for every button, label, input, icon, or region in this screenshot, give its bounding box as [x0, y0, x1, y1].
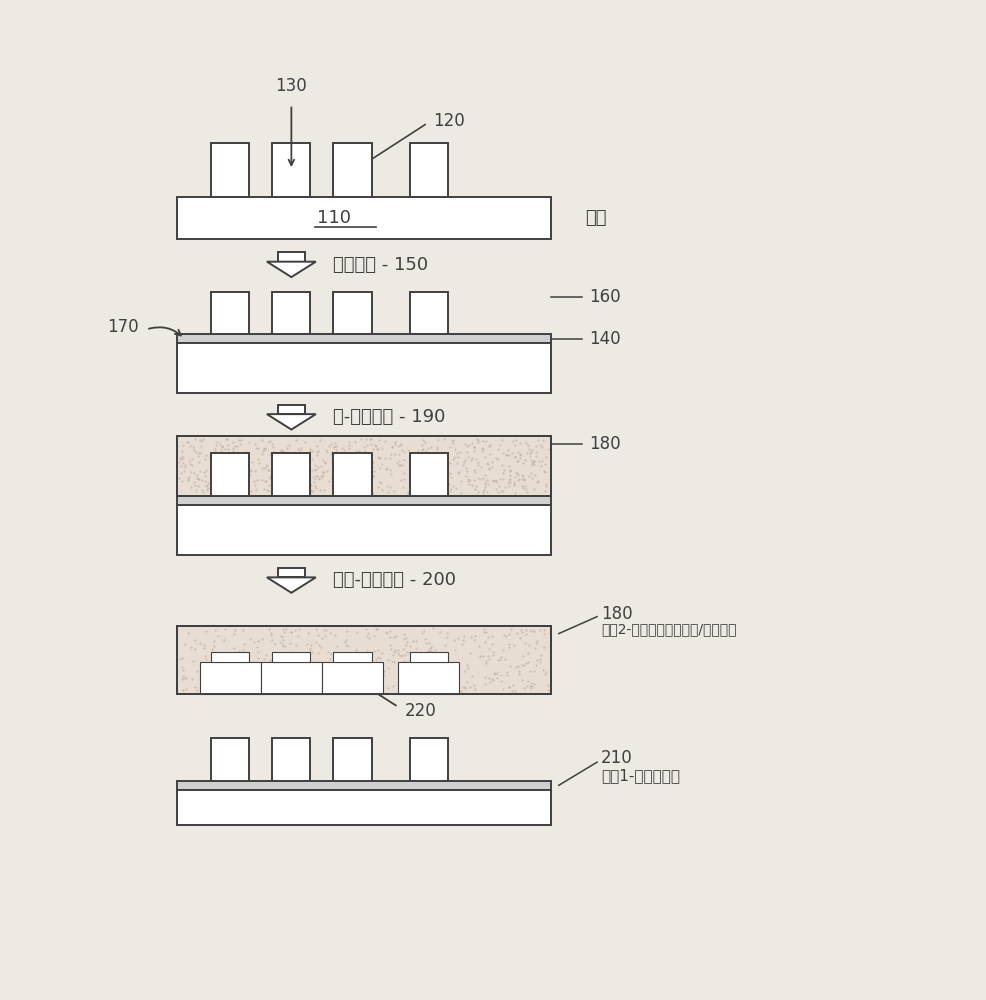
- Bar: [333, 652, 372, 662]
- Bar: [272, 143, 311, 197]
- Text: 模板: 模板: [586, 209, 607, 227]
- Bar: [410, 453, 448, 496]
- Bar: [410, 292, 448, 334]
- Bar: [410, 738, 448, 781]
- Bar: [260, 662, 321, 694]
- Bar: [272, 652, 311, 662]
- Text: 140: 140: [590, 330, 621, 348]
- Text: 180: 180: [600, 605, 632, 623]
- Bar: [410, 652, 448, 662]
- Bar: [321, 662, 383, 694]
- Bar: [176, 343, 551, 393]
- Bar: [211, 143, 249, 197]
- Bar: [398, 662, 459, 694]
- Text: 130: 130: [275, 77, 308, 95]
- Bar: [278, 252, 305, 262]
- Bar: [333, 292, 372, 334]
- Bar: [211, 738, 249, 781]
- Text: 160: 160: [590, 288, 621, 306]
- Bar: [176, 505, 551, 555]
- Bar: [333, 453, 372, 496]
- Bar: [176, 334, 551, 343]
- Bar: [176, 496, 551, 505]
- Text: 树脂-模板分离 - 200: 树脂-模板分离 - 200: [333, 571, 457, 589]
- Bar: [176, 781, 551, 790]
- Bar: [211, 292, 249, 334]
- Text: 170: 170: [106, 318, 138, 336]
- Bar: [176, 626, 551, 694]
- Polygon shape: [267, 577, 316, 593]
- Text: 180: 180: [590, 435, 621, 453]
- Bar: [272, 292, 311, 334]
- Text: 210: 210: [600, 749, 633, 767]
- Bar: [176, 436, 551, 496]
- Polygon shape: [267, 414, 316, 430]
- Text: 120: 120: [433, 112, 464, 130]
- Bar: [176, 197, 551, 239]
- Bar: [278, 568, 305, 577]
- Text: 产品2-成形和定位的微米/纳米颗粒: 产品2-成形和定位的微米/纳米颗粒: [600, 622, 737, 636]
- Bar: [272, 453, 311, 496]
- Text: 110: 110: [317, 209, 351, 227]
- Bar: [272, 738, 311, 781]
- Bar: [211, 652, 249, 662]
- Bar: [176, 790, 551, 825]
- Text: 藄膜涂覆 - 150: 藄膜涂覆 - 150: [333, 256, 429, 274]
- Bar: [176, 436, 551, 496]
- Bar: [333, 143, 372, 197]
- Bar: [199, 662, 260, 694]
- Text: 硬-树脂涂覆 - 190: 硬-树脂涂覆 - 190: [333, 408, 446, 426]
- Bar: [211, 453, 249, 496]
- Bar: [278, 405, 305, 414]
- Polygon shape: [267, 262, 316, 277]
- Bar: [410, 143, 448, 197]
- Text: 220: 220: [404, 702, 436, 720]
- Bar: [333, 738, 372, 781]
- Bar: [176, 626, 551, 694]
- Text: 产品1-穿孔的薄膜: 产品1-穿孔的薄膜: [600, 769, 679, 784]
